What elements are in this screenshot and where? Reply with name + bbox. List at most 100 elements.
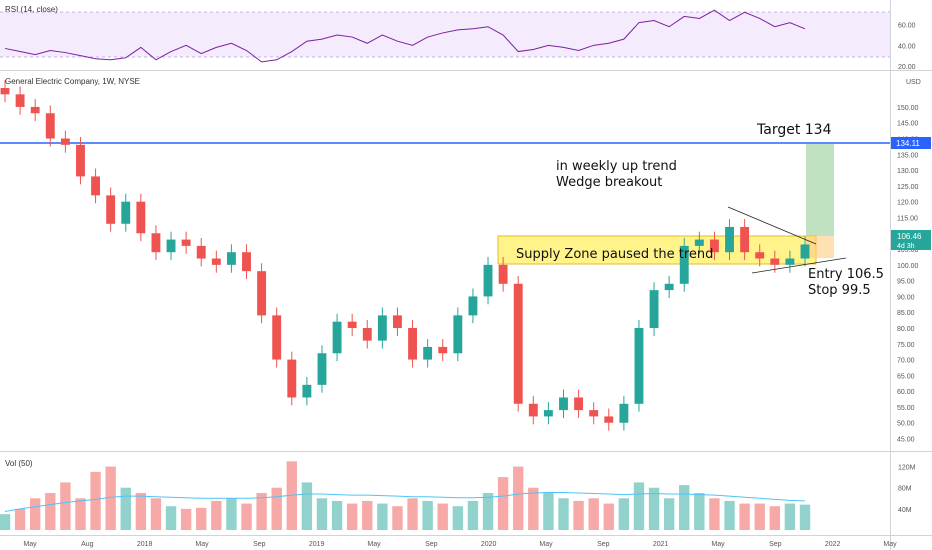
- time-axis-tick: May: [23, 541, 37, 548]
- volume-bar: [165, 506, 177, 530]
- candle-body: [196, 245, 206, 259]
- rsi-axis-tick: 20.00: [898, 64, 916, 71]
- volume-bar: [497, 477, 509, 530]
- candle-body: [332, 321, 342, 354]
- candle-body: [619, 403, 629, 423]
- candle-body: [408, 328, 417, 360]
- candle-body: [362, 328, 372, 341]
- price-axis-tick: 70.00: [897, 358, 915, 365]
- price-axis-tick: 125.00: [897, 184, 919, 191]
- candle-body: [257, 271, 267, 316]
- volume-bar: [286, 461, 297, 530]
- time-axis-tick: May: [883, 541, 897, 548]
- volume-bar: [754, 503, 765, 530]
- candle-body: [272, 315, 282, 360]
- candle-body: [30, 106, 40, 114]
- volume-bar: [377, 503, 388, 530]
- candle-body: [604, 416, 614, 423]
- price-axis-tick: 145.00: [897, 121, 919, 128]
- volume-bar: [392, 506, 403, 530]
- volume-bar: [739, 503, 750, 530]
- volume-bar: [784, 503, 796, 530]
- price-axis-tick: 50.00: [897, 421, 915, 428]
- candle-body: [453, 315, 463, 354]
- candle-body: [740, 226, 750, 253]
- volume-bar: [226, 498, 237, 530]
- candle-body: [317, 353, 327, 385]
- price-axis-tick: 115.00: [897, 215, 918, 222]
- last-price-badge-text: 106.46: [897, 232, 922, 241]
- volume-bar: [618, 498, 630, 530]
- volume-bar: [799, 504, 811, 530]
- price-axis-tick: 45.00: [897, 437, 915, 444]
- wedge-upper-line: [727, 206, 817, 245]
- candle-body: [226, 252, 236, 265]
- price-axis-tick: 90.00: [897, 294, 915, 301]
- volume-bar: [211, 500, 222, 530]
- volume-bar: [241, 503, 252, 530]
- time-axis-tick: 2021: [653, 541, 669, 548]
- volume-bar: [180, 508, 192, 530]
- candle-body: [468, 296, 478, 316]
- candle-body: [347, 321, 357, 328]
- candle-body: [45, 113, 55, 139]
- price-axis-tick: 65.00: [897, 373, 915, 380]
- currency-label: USD: [906, 79, 921, 86]
- candle-body: [664, 283, 674, 291]
- profit-zone: [806, 144, 834, 236]
- candle-body: [649, 290, 659, 328]
- loss-zone: [806, 236, 834, 258]
- volume-bar: [346, 503, 358, 530]
- volume-bar: [135, 493, 147, 530]
- time-axis-tick: May: [195, 541, 209, 548]
- price-axis-tick: 80.00: [897, 326, 915, 333]
- volume-bar: [422, 500, 433, 530]
- volume-bar: [30, 498, 41, 530]
- candle-body: [0, 88, 10, 95]
- candle-body: [211, 258, 221, 265]
- candle-body: [287, 359, 297, 398]
- volume-bar: [558, 498, 569, 530]
- time-axis-tick: Sep: [597, 541, 610, 548]
- volume-bar: [633, 482, 645, 530]
- candle-body: [543, 410, 553, 417]
- candle-body: [755, 252, 765, 259]
- candle-body: [15, 94, 25, 107]
- rsi-line: [4, 9, 806, 63]
- time-axis-tick: 2022: [825, 541, 841, 548]
- volume-bar: [694, 493, 705, 530]
- candle-body: [498, 264, 508, 284]
- target-price-badge-text: 134.11: [896, 139, 920, 148]
- volume-bar: [724, 500, 735, 530]
- candle-body: [181, 239, 191, 246]
- price-axis-tick: 95.00: [897, 279, 915, 286]
- rsi-title: RSI (14, close): [5, 5, 58, 14]
- time-axis-tick: May: [539, 541, 553, 548]
- volume-bar: [679, 485, 690, 530]
- candle-body: [393, 315, 402, 328]
- volume-bar: [709, 498, 720, 530]
- candle-body: [589, 410, 599, 417]
- volume-bar: [301, 482, 313, 530]
- volume-bar: [603, 503, 614, 530]
- candle-body: [377, 315, 387, 341]
- trend-annotation-line2: Wedge breakout: [556, 175, 662, 190]
- candle-body: [60, 138, 70, 145]
- candle-body: [574, 397, 584, 411]
- candle-body: [166, 239, 176, 253]
- candle-body: [679, 245, 689, 284]
- vol-title: Vol (50): [5, 459, 33, 468]
- volume-bar: [588, 498, 599, 530]
- rsi-axis-tick: 60.00: [898, 23, 916, 30]
- time-axis-tick: 2019: [309, 541, 325, 548]
- time-axis-tick: May: [367, 541, 381, 548]
- volume-bar: [75, 498, 86, 530]
- time-axis-tick: 2020: [481, 541, 497, 548]
- candle-body: [513, 283, 523, 404]
- target-annotation: Target 134: [756, 122, 832, 138]
- time-axis-tick: Sep: [769, 541, 782, 548]
- candle-body: [302, 384, 312, 398]
- last-price-badge: [891, 230, 931, 250]
